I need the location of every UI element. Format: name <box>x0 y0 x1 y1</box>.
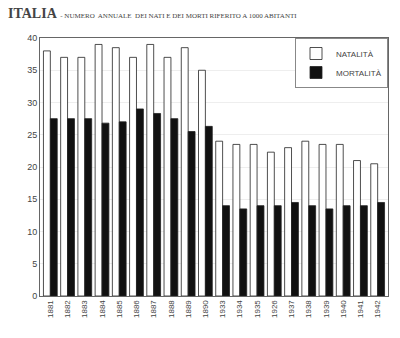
svg-text:40: 40 <box>27 33 37 43</box>
svg-text:1882: 1882 <box>63 300 72 318</box>
svg-text:1941: 1941 <box>356 300 365 318</box>
svg-text:30: 30 <box>27 98 37 108</box>
svg-text:0: 0 <box>32 291 37 301</box>
svg-text:1883: 1883 <box>80 300 89 318</box>
svg-text:1890: 1890 <box>201 300 210 318</box>
svg-text:1933: 1933 <box>218 300 227 318</box>
svg-text:1935: 1935 <box>253 300 262 318</box>
svg-text:10: 10 <box>27 227 37 237</box>
svg-text:1888: 1888 <box>167 300 176 318</box>
svg-text:ITALIA - NUMERO ANNUALE DEI: ITALIA - NUMERO ANNUALE DEI NATI E DEI M… <box>8 6 297 21</box>
svg-text:1940: 1940 <box>339 300 348 318</box>
svg-text:1926: 1926 <box>270 300 279 318</box>
svg-text:1881: 1881 <box>46 300 55 318</box>
svg-text:1885: 1885 <box>115 300 124 318</box>
svg-text:1934: 1934 <box>235 300 244 318</box>
svg-text:25: 25 <box>27 130 37 140</box>
svg-text:1938: 1938 <box>304 300 313 318</box>
svg-text:1889: 1889 <box>184 300 193 318</box>
svg-text:1939: 1939 <box>322 300 331 318</box>
svg-text:1887: 1887 <box>149 300 158 318</box>
svg-text:15: 15 <box>27 194 37 204</box>
svg-text:1886: 1886 <box>132 300 141 318</box>
svg-text:MORTALITÀ: MORTALITÀ <box>336 69 382 78</box>
svg-text:1937: 1937 <box>287 300 296 318</box>
svg-text:NATALITÀ: NATALITÀ <box>336 50 374 59</box>
svg-text:1884: 1884 <box>98 300 107 318</box>
svg-text:5: 5 <box>32 259 37 269</box>
svg-text:1942: 1942 <box>373 300 382 318</box>
svg-text:35: 35 <box>27 65 37 75</box>
svg-text:20: 20 <box>27 162 37 172</box>
